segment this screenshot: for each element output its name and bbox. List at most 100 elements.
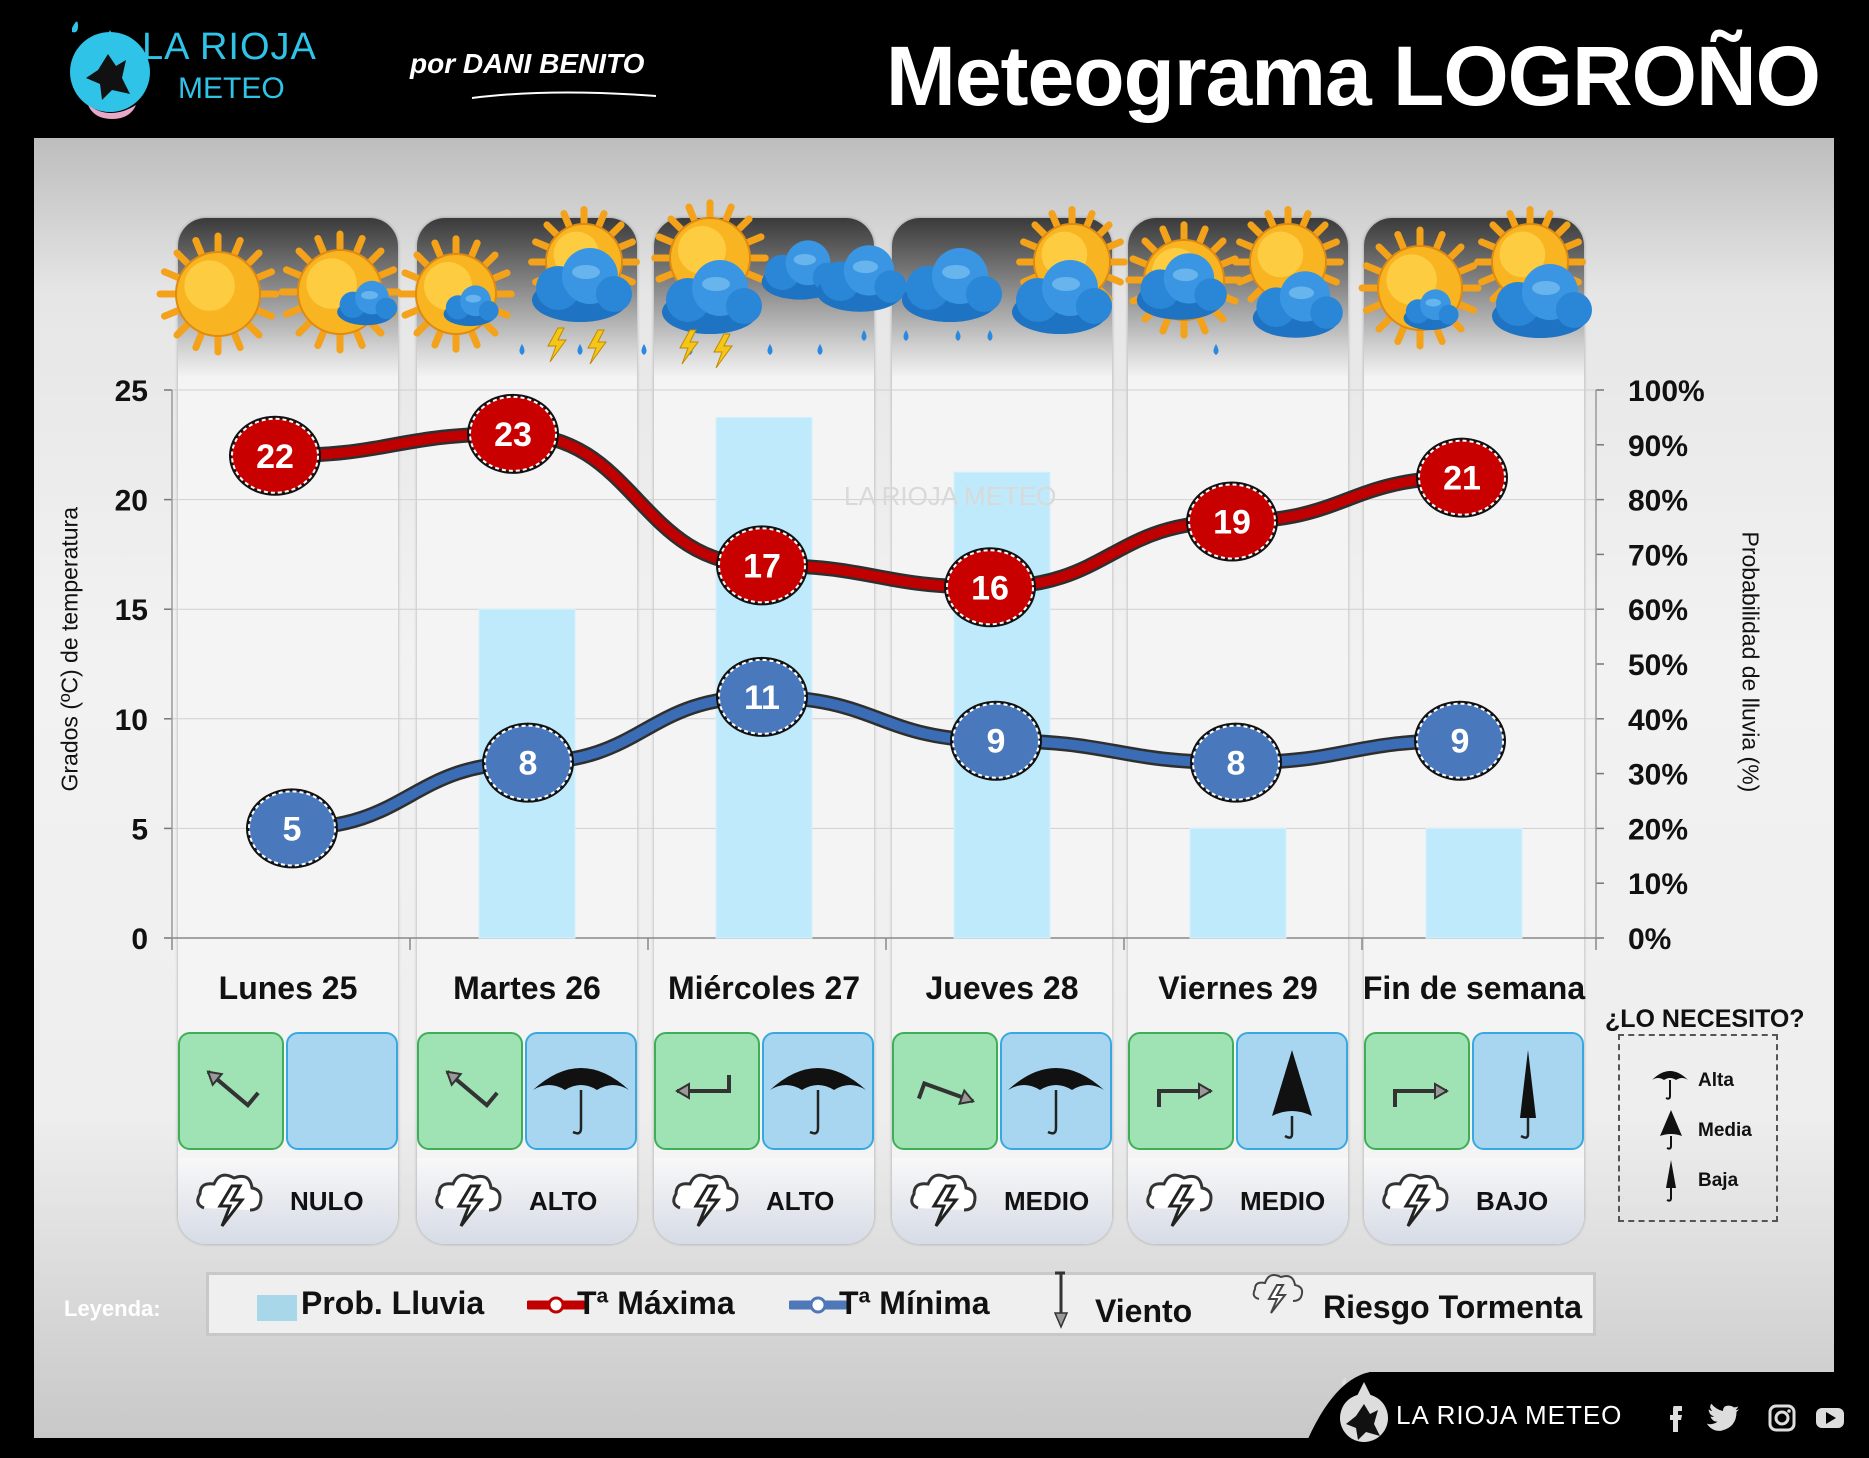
footer-logo-icon: [1340, 1377, 1388, 1442]
storm-risk-icon: [672, 1173, 739, 1227]
tmax-marker: [718, 527, 806, 604]
tmin-value: 11: [744, 679, 780, 717]
y-tick-label: 5: [131, 813, 148, 846]
instagram-icon: [1768, 1404, 1796, 1432]
storm-risk-label: NULO: [290, 1186, 364, 1216]
y-tick-label: 15: [115, 594, 148, 627]
tmin-marker: [248, 790, 336, 867]
legend-tmax-swatch: [527, 1296, 585, 1314]
tmax-marker: [231, 417, 319, 494]
y2-tick-label: 60%: [1628, 594, 1688, 627]
y2-tick-label: 40%: [1628, 704, 1688, 737]
y-axis-title: Grados (ºC) de temperatura: [56, 506, 83, 792]
tmin-marker: [952, 702, 1040, 779]
lightning-icon: [713, 333, 733, 369]
umbrella-closed-icon: [1666, 1160, 1676, 1202]
tmin-marker: [1192, 724, 1280, 801]
cloud-icon: [816, 245, 907, 312]
storm-risk-icon: [1382, 1173, 1449, 1227]
umbrella-closed-icon: [1520, 1050, 1536, 1139]
wind-box: [654, 1032, 760, 1150]
umbrella-open-icon: [533, 1068, 629, 1135]
day-label: Fin de semana: [1362, 970, 1586, 1006]
tmin-value: 8: [519, 745, 538, 783]
day-label: Jueves 28: [925, 970, 1079, 1006]
tmax-marker: [1188, 483, 1276, 560]
umbrella-open-icon: [1652, 1071, 1688, 1100]
umbrella-half-icon: [1660, 1110, 1682, 1150]
legend-tmax: Tª Máxima: [577, 1285, 735, 1321]
necesito-legend-box: Alta Media Baja: [1618, 1034, 1778, 1222]
storm-risk-icon: [1146, 1173, 1213, 1227]
day-label: Lunes 25: [218, 970, 358, 1006]
wind-arrow-icon: [675, 1075, 731, 1100]
logo-title: LA RIOJA: [142, 26, 317, 68]
sun-icon: [397, 235, 515, 353]
y2-tick-label: 100%: [1628, 375, 1705, 408]
y-tick-label: 10: [115, 704, 148, 737]
legend-rain: Prob. Lluvia: [301, 1285, 485, 1321]
logo-subtitle: METEO: [178, 72, 285, 105]
tmin-marker: [1416, 702, 1504, 779]
wind-arrow-icon: [916, 1080, 976, 1106]
cloud-icon: [1492, 264, 1592, 338]
y-tick-label: 20: [115, 485, 148, 518]
tmin-value: 9: [987, 723, 1006, 761]
y2-tick-label: 10%: [1628, 868, 1688, 901]
storm-risk-icon: [435, 1173, 502, 1227]
sun-icon: [1358, 226, 1482, 350]
y-tick-label: 0: [131, 923, 148, 956]
y2-tick-label: 20%: [1628, 813, 1688, 846]
storm-risk-icon: [910, 1173, 977, 1227]
tmin-marker: [718, 658, 806, 735]
raindrops-icon: [861, 330, 993, 341]
facebook-icon: [1670, 1406, 1682, 1432]
raindrops-icon: [519, 344, 583, 355]
cloud-icon: [1012, 260, 1112, 334]
rain-bar: [1425, 827, 1523, 939]
cloud-icon: [1252, 271, 1343, 338]
storm-risk-label: ALTO: [766, 1186, 835, 1216]
cloud-icon: [662, 260, 762, 334]
social-icons: [1670, 1403, 1844, 1432]
page-title: Meteograma LOGROÑO: [885, 29, 1821, 123]
byline: por DANI BENITO: [410, 48, 645, 79]
tmin-value: 9: [1451, 723, 1470, 761]
cloud-icon: [902, 248, 1002, 322]
necesito-item-baja: Baja: [1698, 1170, 1739, 1191]
storm-risk-label: ALTO: [529, 1186, 598, 1216]
tmax-marker: [469, 395, 557, 472]
storm-risk-label: MEDIO: [1240, 1186, 1326, 1216]
day-label: Viernes 29: [1158, 970, 1318, 1006]
signature-underline: [471, 91, 657, 99]
legend-tmin: Tª Mínima: [839, 1285, 990, 1321]
legend-wind: Viento: [1095, 1293, 1193, 1329]
footer-brand: LA RIOJA METEO: [1396, 1400, 1623, 1430]
necesito-item-media: Media: [1698, 1120, 1752, 1141]
tmin-value: 8: [1227, 745, 1246, 783]
cloud-icon: [532, 248, 632, 322]
umbrella-half-icon: [1272, 1050, 1312, 1139]
la-rioja-meteo-logo: [70, 21, 150, 119]
tmax-marker: [946, 549, 1034, 626]
tmax-value: 19: [1213, 504, 1251, 542]
cloud-icon: [1136, 253, 1227, 320]
y2-tick-label: 80%: [1628, 485, 1688, 518]
day-label: Miércoles 27: [667, 970, 861, 1006]
legend-box: Prob. Lluvia Tª Máxima Tª Mínima Viento …: [206, 1271, 1596, 1336]
storm-risk-label: BAJO: [1476, 1186, 1549, 1216]
lightning-icon: [587, 329, 607, 365]
tmin-marker: [484, 724, 572, 801]
y-tick-label: 25: [115, 375, 148, 408]
tmax-marker: [1418, 439, 1506, 516]
lightning-icon: [679, 329, 699, 365]
legend-rain-swatch: [257, 1295, 297, 1321]
cloud-icon: [1403, 289, 1459, 331]
footer-band: [1300, 1372, 1869, 1458]
raindrops-icon: [1213, 344, 1219, 355]
raindrops-icon: [641, 344, 823, 355]
cloud-icon: [443, 285, 499, 327]
legend-tmin-swatch: [789, 1296, 847, 1314]
day-label: Martes 26: [453, 970, 601, 1006]
